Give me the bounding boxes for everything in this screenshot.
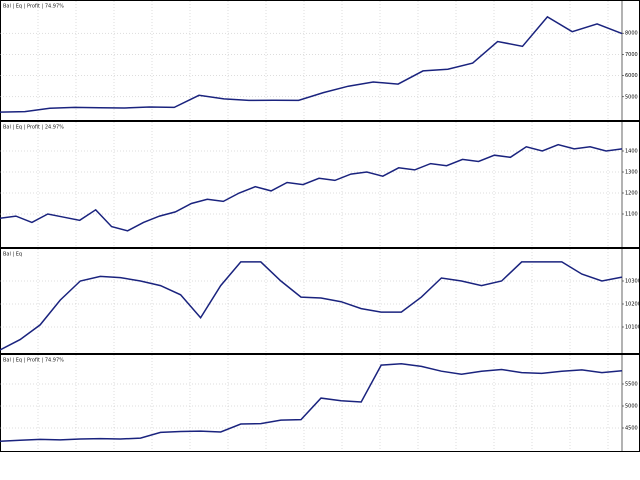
equity-line (0, 15, 623, 113)
equity-line (0, 363, 623, 442)
panel-header: Bal | Eq | Profit | 24.97% (3, 125, 64, 131)
y-tick-label: 10300 (625, 279, 640, 285)
y-tick-label: 1400 (625, 149, 638, 155)
y-tick-label: 1100 (625, 212, 638, 218)
y-tick-label: 1200 (625, 191, 638, 197)
equity-line (0, 261, 623, 351)
panel-header: Bal | Eq (3, 252, 22, 258)
y-tick-label: 10100 (625, 325, 640, 331)
equity-line (0, 143, 623, 232)
y-tick-label: 8000 (625, 31, 638, 37)
y-tick-label: 4500 (625, 426, 638, 432)
y-tick-label: 7000 (625, 52, 638, 58)
y-tick-label: 5000 (625, 94, 638, 100)
y-tick-label: 1300 (625, 170, 638, 176)
y-tick-label: 6000 (625, 73, 638, 79)
y-tick-label: 5500 (625, 382, 638, 388)
y-tick-label: 5000 (625, 404, 638, 410)
y-tick-label: 10200 (625, 302, 640, 308)
panel-header: Bal | Eq | Profit | 74.97% (3, 4, 64, 10)
panel-header: Bal | Eq | Profit | 74.97% (3, 358, 64, 364)
